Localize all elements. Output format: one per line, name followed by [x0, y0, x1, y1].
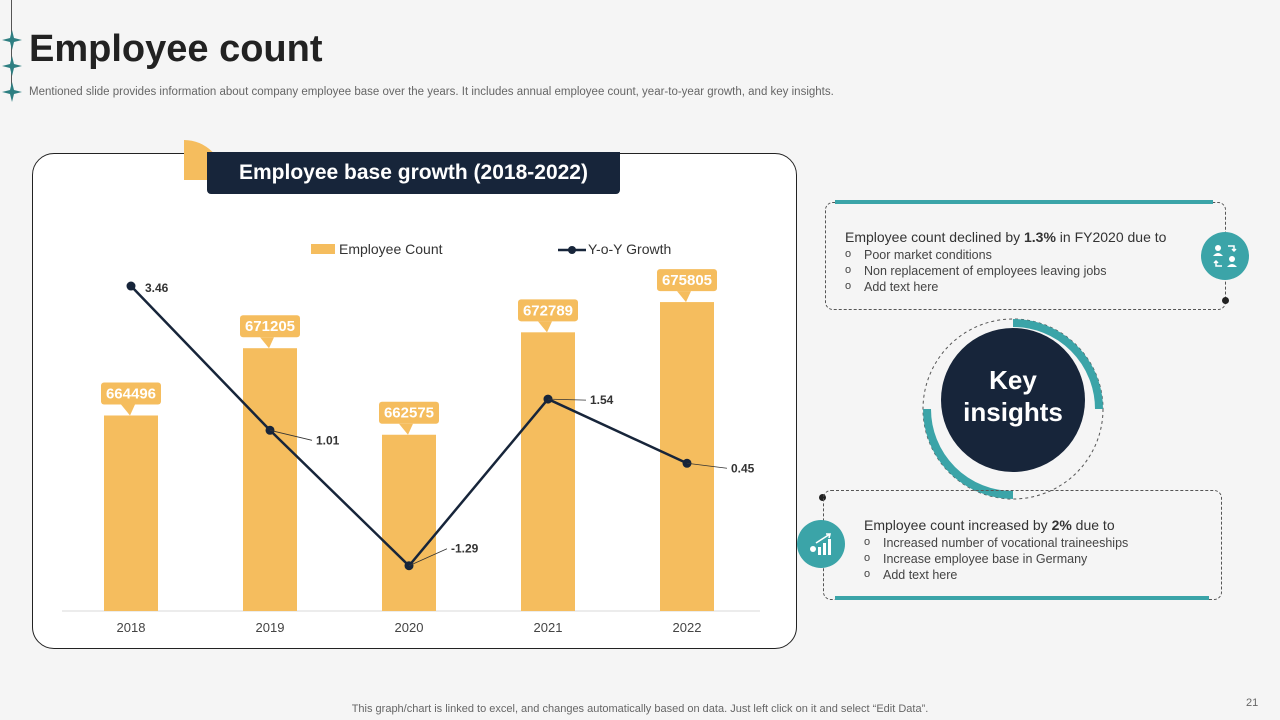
insight-top-heading: Employee count declined by 1.3% in FY202… [845, 229, 1167, 245]
bar-2018 [104, 415, 158, 611]
growth-data-label: -1.29 [451, 542, 479, 556]
key-insights-label: Key insights [963, 365, 1063, 427]
growth-label-leader [269, 429, 313, 441]
list-item: Increase employee base in Germany [864, 550, 1128, 567]
x-tick-label: 2019 [256, 620, 285, 635]
sparkle-icon [2, 82, 22, 102]
bar-2020 [382, 434, 436, 611]
growth-label-leader [408, 548, 448, 567]
x-tick-label: 2018 [117, 620, 146, 635]
key-insights-ring [922, 318, 1104, 500]
growth-label-leader [686, 462, 728, 469]
x-tick-label: 2021 [534, 620, 563, 635]
bar-label-pointer [260, 337, 274, 349]
bar-data-label: 672789 [523, 302, 573, 319]
bar-label-box [657, 269, 717, 292]
bar-label-box [101, 382, 161, 405]
accent-bar-bottom [835, 596, 1209, 600]
bar-2019 [243, 348, 297, 611]
list-item: Non replacement of employees leaving job… [845, 262, 1107, 279]
bar-data-label: 664496 [106, 385, 156, 402]
page-subtitle: Mentioned slide provides information abo… [29, 86, 834, 98]
bar-label-pointer [677, 291, 691, 303]
growth-data-label: 3.46 [145, 281, 169, 295]
bar-label-pointer [399, 423, 413, 435]
accent-bar-top [835, 200, 1213, 204]
sparkle-icon [2, 56, 22, 76]
connector-dot [1222, 297, 1229, 304]
growth-point-2018 [126, 281, 136, 291]
connector-dot [819, 494, 826, 501]
sparkle-icon [2, 30, 22, 50]
bar-2022 [660, 302, 714, 611]
insight-bottom-heading: Employee count increased by 2% due to [864, 517, 1115, 533]
chart-title: Employee base growth (2018-2022) [207, 152, 620, 194]
list-item: Add text here [845, 278, 1107, 295]
page-title: Employee count [29, 28, 323, 70]
insight-top-list: Poor market conditions Non replacement o… [845, 246, 1107, 295]
bar-label-box [379, 401, 439, 424]
growth-data-label: 1.01 [316, 433, 340, 447]
bar-label-box [518, 299, 578, 322]
page-number: 21 [1246, 697, 1259, 709]
legend-swatch-employee-count [311, 244, 335, 254]
x-tick-label: 2022 [673, 620, 702, 635]
bar-2021 [521, 332, 575, 611]
bar-data-label: 662575 [384, 405, 434, 422]
growth-chart-icon [797, 520, 845, 568]
bar-label-box [240, 315, 300, 338]
growth-label-leader [547, 398, 587, 401]
bar-label-pointer [121, 404, 135, 416]
footer-note: This graph/chart is linked to excel, and… [351, 703, 929, 715]
growth-data-label: 1.54 [590, 393, 614, 407]
bar-data-label: 675805 [662, 272, 712, 289]
list-item: Poor market conditions [845, 246, 1107, 263]
bar-data-label: 671205 [245, 318, 295, 335]
list-item: Add text here [864, 566, 1128, 583]
team-exchange-icon [1201, 232, 1249, 280]
bar-label-pointer [538, 321, 552, 333]
legend-label-employee-count: Employee Count [339, 241, 443, 257]
legend-label-growth: Y-o-Y Growth [588, 241, 671, 257]
insight-bottom-list: Increased number of vocational traineesh… [864, 534, 1128, 583]
growth-data-label: 0.45 [731, 461, 755, 475]
x-tick-label: 2020 [395, 620, 424, 635]
legend-marker-growth [568, 246, 576, 254]
list-item: Increased number of vocational traineesh… [864, 534, 1128, 551]
